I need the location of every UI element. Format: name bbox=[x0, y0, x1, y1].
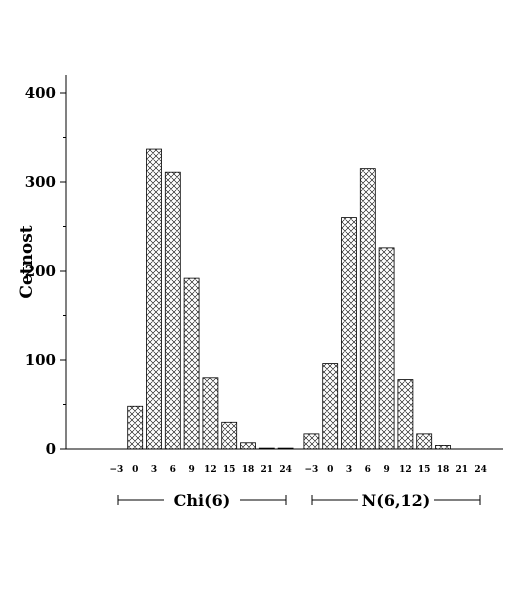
bar bbox=[146, 148, 162, 450]
x-tick-label: 15 bbox=[418, 465, 431, 475]
x-tick-label: 21 bbox=[261, 465, 274, 475]
group-brackets: Chi(6) N(6,12) bbox=[117, 491, 481, 510]
bar bbox=[258, 447, 275, 450]
x-tick-label: 0 bbox=[132, 465, 138, 475]
y-tick-label: 300 bbox=[25, 173, 56, 191]
x-tick-label: 6 bbox=[365, 465, 371, 475]
x-tick-label: 18 bbox=[242, 465, 255, 475]
bar bbox=[435, 445, 451, 450]
bar bbox=[202, 377, 219, 450]
x-tick-label: 18 bbox=[437, 465, 450, 475]
x-tick-label: 6 bbox=[170, 465, 176, 475]
bar bbox=[277, 447, 294, 450]
x-tick-label: 24 bbox=[474, 465, 487, 475]
x-tick-label: 24 bbox=[279, 465, 292, 475]
y-tick-label: 400 bbox=[25, 84, 56, 102]
bar bbox=[303, 433, 320, 450]
x-tick-label: 9 bbox=[188, 465, 194, 475]
x-tick-label: 21 bbox=[456, 465, 469, 475]
bars bbox=[127, 148, 451, 450]
x-tick-label: 3 bbox=[346, 465, 352, 475]
bar bbox=[341, 217, 357, 450]
bar bbox=[322, 363, 339, 450]
category-labels: −3 0 3 6 9 12 15 18 21 24 −3 0 3 6 9 12 15 18 21 24 bbox=[109, 465, 486, 475]
y-tick-label: 0 bbox=[46, 440, 56, 458]
x-tick-label: 0 bbox=[327, 465, 333, 475]
x-tick-label: 9 bbox=[383, 465, 389, 475]
x-tick-label: 3 bbox=[151, 465, 157, 475]
bar bbox=[127, 405, 144, 450]
bar bbox=[240, 442, 256, 450]
bar bbox=[183, 277, 200, 450]
group-label: N(6,12) bbox=[362, 491, 431, 510]
x-tick-label: −3 bbox=[304, 465, 318, 475]
y-tick-label: 200 bbox=[25, 262, 56, 280]
bar bbox=[397, 379, 414, 450]
bar bbox=[221, 421, 238, 450]
bar bbox=[416, 433, 433, 450]
y-tick-label: 100 bbox=[25, 351, 56, 369]
bar bbox=[164, 171, 181, 450]
x-tick-label: −3 bbox=[109, 465, 123, 475]
x-tick-label: 12 bbox=[204, 465, 217, 475]
bar bbox=[378, 247, 395, 450]
x-tick-label: 15 bbox=[223, 465, 236, 475]
x-tick-label: 12 bbox=[399, 465, 412, 475]
y-axis-label: Cetnost bbox=[17, 225, 37, 298]
y-axis-ticks: 0 100 200 300 400 bbox=[25, 84, 66, 458]
bar bbox=[359, 168, 376, 450]
group-label: Chi(6) bbox=[174, 491, 231, 510]
